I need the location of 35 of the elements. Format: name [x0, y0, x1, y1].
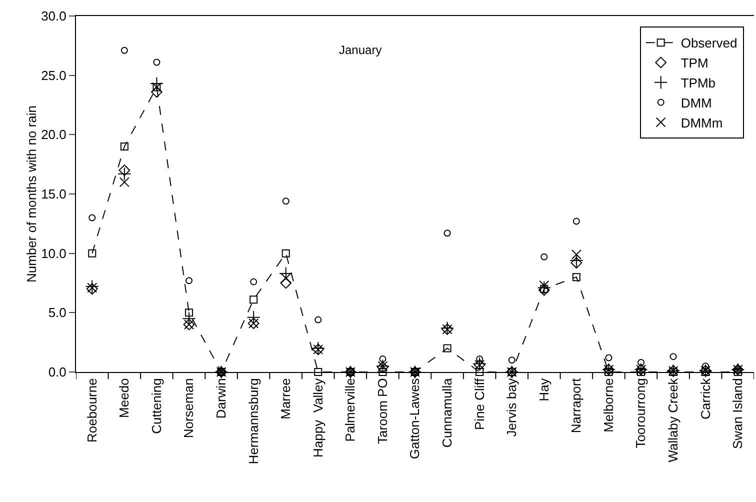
- y-axis-title: Number of months with no rain: [24, 105, 40, 283]
- x-tick-label: Meedo: [116, 378, 132, 418]
- x-tick-label: Palmerville: [342, 378, 358, 442]
- y-tick-label: 30.0: [41, 8, 66, 24]
- x-tick-label: Jervis bay: [504, 378, 520, 437]
- x-tick-label: Hay: [536, 378, 552, 402]
- y-tick-label: 0.0: [48, 364, 66, 380]
- x-tick-label: Pine Cliff: [472, 378, 487, 430]
- x-tick-label: Hermannsburg: [246, 378, 261, 464]
- annotation: January: [339, 43, 382, 57]
- y-tick-label: 5.0: [48, 305, 66, 320]
- y-tick-label: 25.0: [41, 68, 66, 83]
- x-tick-label: Toorourrong: [633, 378, 648, 448]
- x-tick-label: Cuttening: [148, 378, 164, 434]
- x-tick-label: Darwin: [214, 378, 229, 419]
- y-tick-label: 20.0: [41, 127, 66, 142]
- legend-label: TPM: [680, 56, 708, 71]
- x-tick-label: Norseman: [181, 378, 196, 438]
- x-tick-label: Melborne: [600, 378, 616, 432]
- x-tick-label: Wallaby Creek: [666, 378, 681, 462]
- y-tick-label: 10.0: [41, 246, 66, 261]
- x-tick-label: Gatton-Lawes: [407, 378, 422, 460]
- x-tick-label: Carrick: [698, 378, 713, 420]
- x-tick-label: Swan Island: [730, 378, 746, 450]
- legend-label: DMMm: [680, 115, 723, 130]
- x-tick-label: Happy Valley: [310, 378, 326, 458]
- x-tick-label: Taroom PO: [374, 378, 390, 444]
- x-tick-label: Marree: [278, 378, 294, 420]
- x-tick-label: Cunnamulla: [440, 377, 455, 448]
- legend-label: Observed: [680, 36, 738, 51]
- x-tick-label: Narraport: [568, 378, 584, 434]
- legend-label: TPMb: [680, 76, 716, 90]
- y-tick-label: 15.0: [41, 186, 66, 202]
- legend-label: DMM: [680, 95, 712, 110]
- x-tick-label: Roebourne: [84, 378, 100, 443]
